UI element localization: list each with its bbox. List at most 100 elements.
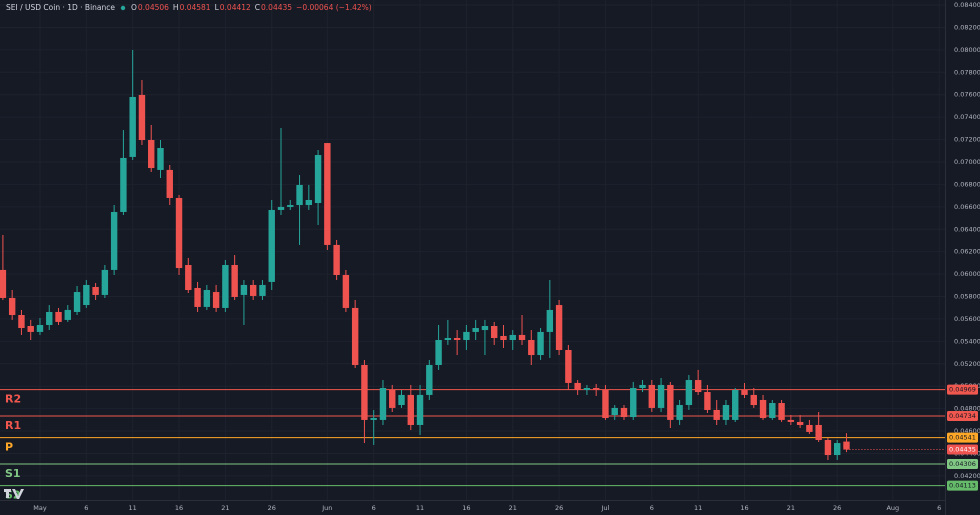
candle-body [834, 443, 841, 456]
candle-body [565, 349, 572, 383]
candle-body [101, 269, 109, 295]
price-box-label: 0.04734 [949, 412, 976, 420]
y-tick-label: 0.07200 [954, 136, 980, 144]
candle-body [778, 403, 785, 420]
y-tick-label: 0.06200 [954, 248, 980, 256]
candle-body [426, 365, 433, 395]
candle-body [240, 284, 248, 295]
candle-body [175, 197, 183, 269]
x-tick-label: 6 [650, 504, 654, 512]
candle-body [648, 384, 655, 408]
y-tick-label: 0.04600 [954, 427, 980, 435]
candle-body [657, 384, 665, 408]
candle-body [843, 441, 850, 450]
candle-body [203, 290, 211, 307]
pivot-name: P [5, 441, 13, 454]
logo [4, 489, 24, 499]
y-tick-label: 0.06800 [954, 180, 980, 188]
candle-body [481, 325, 489, 331]
candle-body [769, 403, 776, 419]
candle-body [472, 328, 479, 332]
y-tick-label: 0.07000 [954, 158, 980, 166]
candle-body [110, 211, 118, 270]
ohlc-key: H [173, 3, 179, 12]
y-tick-label: 0.05600 [954, 315, 980, 323]
candle-body [555, 305, 563, 350]
x-tick-label: Jun [321, 504, 332, 512]
candle-body [268, 209, 275, 282]
candle-body [222, 265, 229, 308]
pivot-name: R2 [5, 393, 21, 406]
candle-body [750, 394, 757, 406]
last-price-label: 0.04435 [949, 446, 976, 454]
candle-body [676, 405, 683, 420]
candle-body [46, 311, 53, 325]
x-tick-label: 11 [416, 504, 424, 512]
y-tick-label: 0.04200 [954, 472, 980, 480]
candle-body [194, 287, 201, 307]
ohlc-value: 0.04506 [138, 3, 169, 12]
price-box [947, 458, 978, 469]
candle-body [389, 390, 396, 408]
candle-body [741, 390, 748, 395]
x-tick-label: 26 [555, 504, 563, 512]
logo-mark [4, 489, 24, 499]
price-box-label: 0.04541 [949, 434, 976, 442]
candle-body [491, 325, 498, 338]
candle-body [157, 147, 164, 170]
candle-body [685, 380, 693, 406]
y-tick-label: 0.05800 [954, 293, 980, 301]
x-tick-label: 16 [740, 504, 748, 512]
candle-body [166, 169, 173, 198]
y-tick-label: 0.05400 [954, 337, 980, 345]
candle-body [138, 94, 146, 141]
y-tick-label: 0.08000 [954, 46, 980, 54]
ohlc-key: O [131, 3, 137, 12]
candle-body [574, 382, 581, 391]
candle-body [249, 284, 257, 296]
x-tick-label: 6 [84, 504, 88, 512]
price-box-label: 0.04113 [949, 482, 976, 490]
x-tick-label: 11 [694, 504, 702, 512]
last-price-box [947, 444, 978, 455]
candle-body [592, 387, 600, 391]
price-box [947, 480, 978, 491]
y-tick-label: 0.06400 [954, 225, 980, 233]
candle-body [8, 297, 16, 316]
y-tick-label: 0.06000 [954, 270, 980, 278]
candle-body [759, 399, 767, 419]
y-tick-label: 0.07400 [954, 113, 980, 121]
candle-body [148, 140, 155, 169]
y-tick-label: 0.06600 [954, 203, 980, 211]
candle-body [639, 384, 646, 388]
candle-body [453, 337, 461, 341]
candle-body [277, 206, 285, 210]
price-box [947, 411, 978, 422]
x-tick-label: Aug [886, 504, 899, 512]
candle-body [620, 407, 628, 418]
candle-body [815, 424, 822, 441]
x-tick-label: 21 [787, 504, 795, 512]
candle-body [333, 244, 340, 275]
candle-body [296, 184, 303, 206]
x-tick-label: 16 [462, 504, 470, 512]
candle-body [231, 265, 238, 297]
price-box-label: 0.04306 [949, 460, 976, 468]
price-box [947, 432, 978, 443]
candle-body [324, 143, 331, 245]
header: SEI / USD Coin · 1D · Binance O 0.04506 H 0… [6, 3, 372, 12]
candle-body [824, 440, 832, 456]
candle-body [416, 394, 424, 425]
candle-body [92, 286, 99, 295]
candle-body [305, 199, 313, 206]
candle-body [694, 380, 702, 393]
candle-body [732, 390, 739, 420]
candles [0, 49, 850, 460]
y-tick-label: 0.08200 [954, 23, 980, 31]
x-tick-label: 16 [175, 504, 183, 512]
ohlc-value: 0.04581 [180, 3, 211, 12]
ohlc-legend: O 0.04506 H 0.04581 L 0.04412 C 0.04435 −0.00064… [131, 3, 372, 12]
candle-body [435, 340, 442, 366]
candle-body [120, 157, 127, 212]
